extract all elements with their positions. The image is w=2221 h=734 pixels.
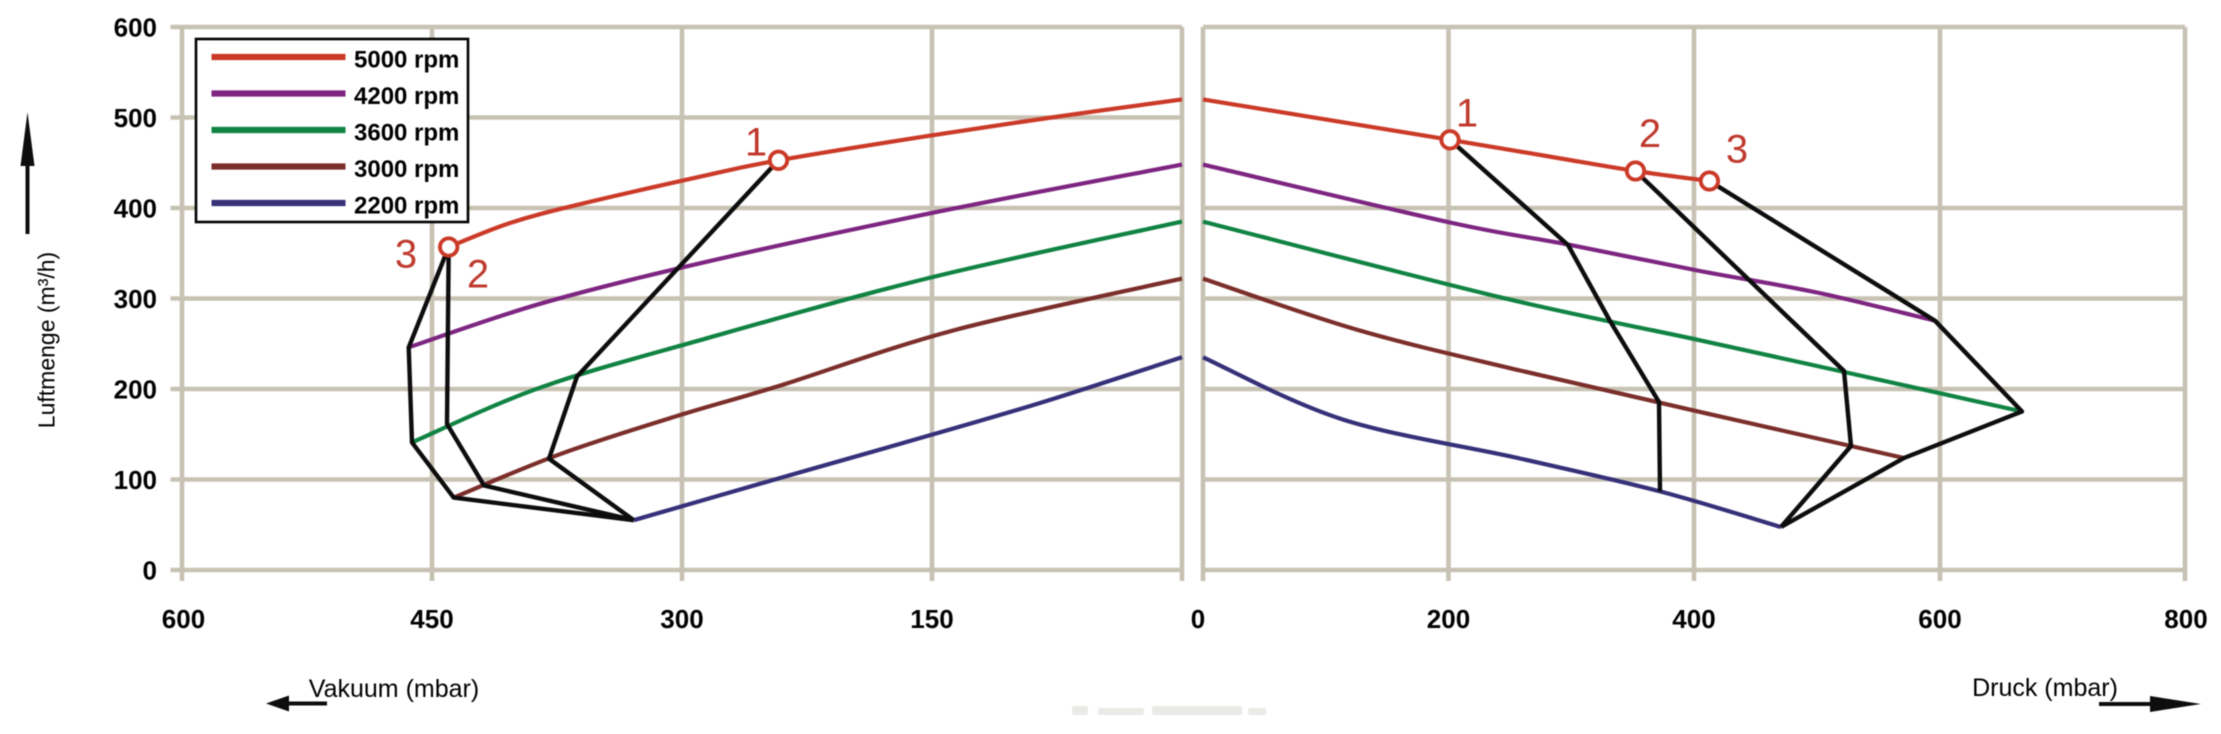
svg-text:800: 800 (2164, 604, 2207, 634)
svg-text:200: 200 (114, 374, 157, 404)
svg-text:0: 0 (143, 555, 157, 585)
svg-text:300: 300 (114, 284, 157, 314)
svg-text:300: 300 (660, 604, 703, 634)
svg-text:1: 1 (1456, 92, 1478, 136)
svg-text:Luftmenge (m³/h): Luftmenge (m³/h) (34, 252, 60, 428)
svg-text:500: 500 (114, 103, 157, 133)
svg-text:2200 rpm: 2200 rpm (354, 192, 459, 219)
svg-text:600: 600 (114, 12, 157, 42)
svg-text:100: 100 (114, 465, 157, 495)
svg-text:Vakuum (mbar): Vakuum (mbar) (309, 675, 479, 703)
svg-text:2: 2 (467, 253, 489, 297)
svg-text:600: 600 (1918, 604, 1961, 634)
svg-text:400: 400 (1672, 604, 1715, 634)
svg-text:0: 0 (1191, 604, 1205, 634)
svg-text:1: 1 (745, 121, 767, 165)
svg-text:450: 450 (410, 604, 453, 634)
svg-text:3000 rpm: 3000 rpm (354, 156, 459, 183)
svg-text:3: 3 (395, 233, 417, 277)
svg-text:150: 150 (910, 604, 953, 634)
svg-text:5000 rpm: 5000 rpm (354, 46, 459, 73)
svg-text:600: 600 (162, 604, 205, 634)
svg-text:3600 rpm: 3600 rpm (354, 119, 459, 146)
svg-text:3: 3 (1726, 128, 1748, 172)
svg-text:400: 400 (114, 193, 157, 223)
svg-text:200: 200 (1427, 604, 1470, 634)
svg-text:4200 rpm: 4200 rpm (354, 83, 459, 110)
svg-text:Druck (mbar): Druck (mbar) (1972, 674, 2118, 702)
svg-text:2: 2 (1639, 112, 1661, 156)
